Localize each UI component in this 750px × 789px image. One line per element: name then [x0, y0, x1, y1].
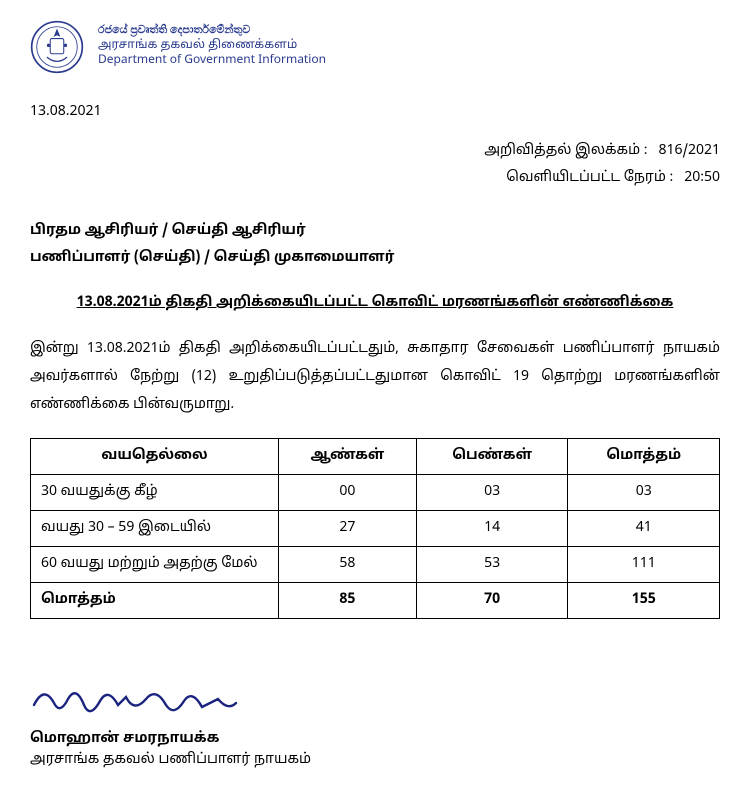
total-male: 85 — [279, 582, 417, 618]
female-value: 03 — [416, 474, 568, 510]
release-time-row: வெளியிடப்பட்ட நேரம் : 20:50 — [30, 166, 720, 193]
letterhead: රජයේ ප්‍රවෘත්ති දෙපාර්තමේන්තුව அரசாங்க த… — [30, 20, 720, 74]
release-meta: அறிவித்தல் இலக்கம் : 816/2021 வெளியிடப்ப… — [30, 139, 720, 192]
table-row: 30 வயதுக்கு கீழ் 00 03 03 — [31, 474, 720, 510]
total-value: 111 — [568, 546, 720, 582]
total-value: 03 — [568, 474, 720, 510]
addressees-block: பிரதம ஆசிரியர் / செய்தி ஆசிரியர் பணிப்பா… — [30, 218, 720, 273]
department-name-block: රජයේ ප්‍රවෘත්ති දෙපාර්තමේන්තුව அரசாங்க த… — [98, 25, 326, 69]
male-value: 58 — [279, 546, 417, 582]
male-value: 27 — [279, 510, 417, 546]
table-header-row: வயதெல்லை ஆண்கள் பெண்கள் மொத்தம் — [31, 438, 720, 474]
dept-name-sinhala: රජයේ ප්‍රවෘත්ති දෙපාර්තමේන්තුව — [98, 25, 326, 39]
release-time-label: வெளியிடப்பட்ட நேரம் : — [506, 170, 673, 187]
addressee-line-1: பிரதம ஆசிரியர் / செய்தி ஆசிரியர் — [30, 218, 720, 245]
dept-name-tamil: அரசாங்க தகவல் திணைக்களம் — [98, 39, 326, 54]
release-time-value: 20:50 — [684, 170, 720, 187]
total-label: மொத்தம் — [31, 582, 279, 618]
male-value: 00 — [279, 474, 417, 510]
grand-total: 155 — [568, 582, 720, 618]
col-header-total: மொத்தம் — [568, 438, 720, 474]
release-number-row: அறிவித்தல் இலக்கம் : 816/2021 — [30, 139, 720, 166]
addressee-line-2: பணிப்பாளர் (செய்தி) / செய்தி முகாமையாளர் — [30, 245, 720, 272]
total-female: 70 — [416, 582, 568, 618]
col-header-female: பெண்கள் — [416, 438, 568, 474]
government-emblem-icon — [30, 20, 84, 74]
issued-date: 13.08.2021 — [30, 104, 720, 121]
table-row: 60 வயது மற்றும் அதற்கு மேல் 58 53 111 — [31, 546, 720, 582]
release-number-label: அறிவித்தல் இலக்கம் : — [484, 143, 647, 160]
signature-block: மொஹான் சமரநாயக்க அரசாங்க தகவல் பணிப்பாளர… — [30, 679, 720, 769]
deaths-summary-table: வயதெல்லை ஆண்கள் பெண்கள் மொத்தம் 30 வயதுக… — [30, 438, 720, 619]
dept-name-english: Department of Government Information — [98, 54, 326, 69]
col-header-male: ஆண்கள் — [279, 438, 417, 474]
intro-paragraph: இன்று 13.08.2021ம் திகதி அறிக்கையிடப்பட்… — [30, 336, 720, 420]
female-value: 14 — [416, 510, 568, 546]
release-number-value: 816/2021 — [658, 143, 720, 160]
table-total-row: மொத்தம் 85 70 155 — [31, 582, 720, 618]
age-label: வயது 30 – 59 இடையில் — [31, 510, 279, 546]
age-label: 60 வயது மற்றும் அதற்கு மேல் — [31, 546, 279, 582]
table-row: வயது 30 – 59 இடையில் 27 14 41 — [31, 510, 720, 546]
signatory-name: மொஹான் சமரநாயக்க — [30, 727, 720, 752]
female-value: 53 — [416, 546, 568, 582]
age-label: 30 வயதுக்கு கீழ் — [31, 474, 279, 510]
document-title: 13.08.2021ம் திகதி அறிக்கையிடப்பட்ட கொவி… — [30, 295, 720, 312]
signatory-title: அரசாங்க தகவல் பணிப்பாளர் நாயகம் — [30, 752, 720, 769]
col-header-age: வயதெல்லை — [31, 438, 279, 474]
total-value: 41 — [568, 510, 720, 546]
handwritten-signature-icon — [30, 679, 240, 721]
